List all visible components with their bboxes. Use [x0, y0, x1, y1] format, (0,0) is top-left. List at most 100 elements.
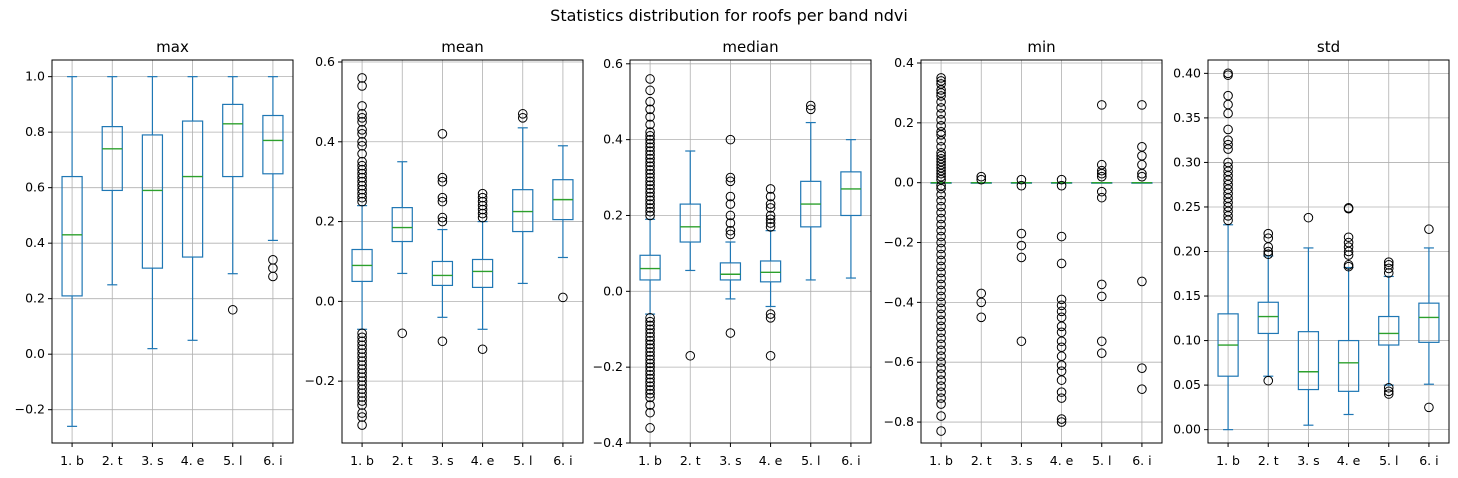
- subplot-median: −0.4 −0.2 0.0 0.2 0.4 0.6 1. b 2. t 3. s 4. e 5. l…: [593, 38, 872, 468]
- flier-point: [645, 423, 655, 433]
- box-iqr: [1297, 331, 1320, 391]
- flier-point: [645, 343, 655, 353]
- flier-point: [765, 203, 776, 213]
- flier-point: [645, 332, 655, 342]
- flier-point: [437, 212, 448, 223]
- flier-point: [1263, 228, 1274, 239]
- x-tick-label: 4. e: [471, 453, 495, 468]
- x-tick-label: 4. e: [759, 453, 783, 468]
- flier-point: [645, 150, 655, 160]
- flier-point: [357, 136, 367, 147]
- box-5l: [512, 109, 534, 285]
- flier-point: [1303, 212, 1314, 223]
- flier-point: [1223, 124, 1233, 135]
- flier-point: [765, 191, 776, 202]
- subplot-min: −0.8 −0.6 −0.4 −0.2 0.0 0.2 0.4 1. b 2. t 3. s 4. …: [884, 38, 1163, 468]
- box-2t: [679, 150, 701, 361]
- flier-point: [357, 364, 367, 374]
- box-3s: [1297, 212, 1320, 426]
- x-tick-label: 3. s: [1010, 453, 1032, 468]
- flier-point: [1016, 336, 1027, 347]
- subplot-title: std: [1317, 38, 1340, 56]
- box-iqr: [391, 207, 413, 243]
- flier-point: [1343, 250, 1354, 260]
- x-tick-label: 5. l: [513, 453, 532, 468]
- flier-point: [936, 399, 946, 409]
- flier-point: [357, 188, 367, 199]
- flier-point: [1343, 242, 1354, 252]
- flier-point: [1056, 375, 1067, 385]
- flier-point: [1056, 321, 1067, 332]
- flier-point: [1016, 252, 1027, 263]
- flier-point: [936, 213, 946, 224]
- x-tick-label: 1. b: [929, 453, 953, 468]
- flier-point: [936, 351, 946, 362]
- flier-point: [1096, 336, 1107, 347]
- x-tick-label: 2. t: [102, 453, 123, 468]
- flier-point: [936, 91, 946, 101]
- flier-point: [1223, 70, 1233, 80]
- flier-point: [1137, 384, 1147, 394]
- subplot-mean: −0.2 0.0 0.2 0.4 0.6 1. b 2. t 3. s 4. e 5. l 6. i…: [305, 38, 584, 468]
- flier-point: [936, 168, 946, 179]
- flier-point: [725, 225, 736, 236]
- flier-point: [936, 333, 946, 344]
- flier-point: [1383, 263, 1394, 274]
- x-tick-label: 1. b: [350, 453, 374, 468]
- box-iqr: [840, 171, 862, 217]
- flier-point: [1343, 261, 1354, 272]
- flier-point: [1383, 268, 1394, 278]
- flier-point: [936, 189, 946, 200]
- flier-point: [1056, 294, 1067, 305]
- flier-point: [357, 113, 367, 123]
- flier-point: [645, 161, 655, 171]
- flier-point: [936, 183, 946, 194]
- flier-point: [477, 212, 488, 223]
- flier-point: [1016, 240, 1027, 251]
- x-tick-label: 3. s: [719, 453, 741, 468]
- flier-point: [805, 100, 816, 111]
- box-2t: [1257, 228, 1279, 386]
- y-tick-label: 0.0: [894, 175, 914, 190]
- flier-point: [645, 187, 655, 198]
- flier-point: [357, 328, 367, 339]
- flier-point: [1056, 417, 1067, 427]
- flier-point: [936, 375, 946, 385]
- flier-point: [477, 208, 488, 219]
- box-iqr: [639, 254, 661, 281]
- flier-point: [765, 309, 776, 319]
- y-tick-label: 0.20: [1173, 244, 1201, 259]
- flier-point: [645, 199, 655, 209]
- flier-point: [1263, 375, 1274, 386]
- flier-point: [645, 350, 655, 361]
- flier-point: [477, 188, 488, 199]
- y-tick-label: 0.25: [1173, 199, 1201, 214]
- flier-point: [645, 385, 655, 395]
- box-3s: [1010, 174, 1033, 347]
- y-tick-label: 0.0: [315, 293, 335, 308]
- flier-point: [1056, 306, 1067, 317]
- flier-point: [936, 97, 946, 107]
- flier-point: [936, 231, 946, 242]
- box-iqr: [1418, 302, 1440, 343]
- y-tick-label: 0.0: [25, 346, 45, 361]
- flier-point: [357, 348, 367, 359]
- flier-point: [936, 321, 946, 332]
- axes-frame: [920, 59, 1163, 444]
- flier-point: [357, 332, 367, 343]
- flier-point: [936, 261, 946, 272]
- x-tick-label: 3. s: [141, 453, 163, 468]
- flier-point: [357, 396, 367, 406]
- flier-point: [645, 358, 655, 369]
- y-tick-label: 0.4: [894, 55, 914, 70]
- y-tick-label: 0.30: [1173, 154, 1201, 169]
- flier-point: [437, 196, 448, 207]
- box-iqr: [101, 126, 123, 192]
- flier-point: [645, 195, 655, 206]
- flier-point: [1223, 144, 1233, 154]
- flier-point: [357, 172, 367, 183]
- flier-point: [357, 184, 367, 195]
- x-tick-label: 1. b: [1216, 453, 1240, 468]
- flier-point: [477, 192, 488, 203]
- box-6i: [1418, 224, 1440, 413]
